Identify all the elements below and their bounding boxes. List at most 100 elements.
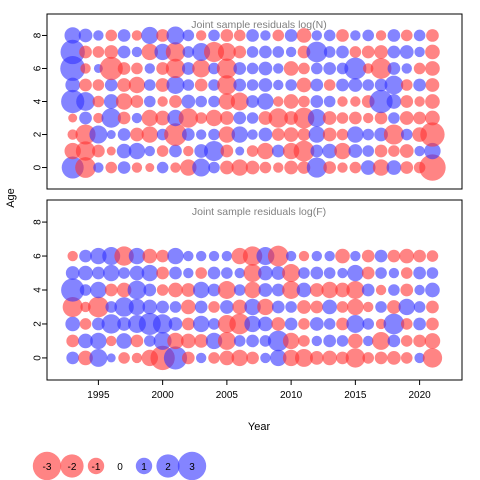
- y-tick-label: 2: [33, 131, 44, 137]
- bubble-point: [75, 141, 96, 161]
- bubble-point: [60, 39, 85, 65]
- bubble-point: [79, 78, 92, 92]
- bubble-point: [131, 162, 143, 173]
- bubble-point: [67, 250, 78, 262]
- bubble-point: [65, 316, 81, 332]
- bubble-point: [117, 128, 131, 141]
- bubble-point: [257, 142, 274, 160]
- bubble-point: [335, 248, 350, 264]
- bubble-point: [131, 46, 143, 58]
- bubble-point: [246, 46, 259, 58]
- bubble-point: [349, 161, 362, 174]
- bubble-point: [296, 77, 312, 93]
- bubble-point: [336, 317, 349, 331]
- bubble-layer: [61, 245, 443, 371]
- bubble-point: [90, 332, 107, 350]
- bubble-point: [117, 45, 131, 59]
- bubble-point: [425, 44, 440, 60]
- bubble-point: [156, 145, 169, 157]
- bubble-point: [336, 78, 349, 92]
- bubble-point: [387, 300, 401, 314]
- bubble-point: [105, 29, 118, 42]
- bubble-point: [156, 161, 169, 174]
- bubble-point: [233, 29, 246, 42]
- bubble-point: [362, 352, 375, 364]
- bubble-point: [374, 78, 388, 92]
- bubble-point: [422, 348, 443, 368]
- bubble-point: [208, 95, 220, 108]
- bubble-point: [216, 58, 237, 79]
- bubble-point: [93, 162, 104, 173]
- bubble-point: [349, 111, 362, 125]
- bubble-point: [231, 159, 248, 176]
- bubble-point: [219, 350, 235, 366]
- legend-bubble: [60, 454, 84, 478]
- bubble-point: [362, 145, 375, 157]
- bubble-point: [130, 95, 144, 108]
- x-axis: 1995 2000 2005 2010 2015 2020: [87, 379, 431, 401]
- panel-title: Joint sample residuals log(N): [191, 19, 326, 31]
- bubble-point: [426, 29, 439, 42]
- bubble-point: [400, 267, 413, 279]
- bubble-point: [282, 349, 300, 367]
- bubble-point: [273, 162, 284, 173]
- bubble-point: [66, 334, 80, 348]
- bubble-point: [399, 248, 415, 264]
- bubble-point: [400, 161, 414, 174]
- bubble-point: [308, 126, 326, 143]
- bubble-point: [192, 281, 210, 299]
- bubble-point: [322, 299, 337, 315]
- bubble-point: [143, 335, 156, 347]
- bubble-point: [166, 26, 185, 45]
- bubble-point: [229, 313, 251, 335]
- bubble-point: [336, 128, 349, 141]
- panel-log-n: Joint sample residuals log(N) 0 2 4 6 8: [33, 13, 463, 190]
- bubble-point: [360, 160, 376, 175]
- bubble-point: [104, 283, 118, 297]
- bubble-point: [246, 351, 259, 365]
- bubble-point: [272, 29, 285, 42]
- bubble-point: [273, 96, 284, 107]
- bubble-point: [310, 300, 324, 314]
- bubble-point: [258, 127, 273, 142]
- bubble-point: [306, 157, 327, 178]
- bubble-point: [336, 351, 349, 365]
- x-tick-label: 2005: [216, 390, 239, 401]
- bubble-point: [182, 46, 195, 58]
- bubble-point: [257, 93, 274, 110]
- bubble-point: [130, 334, 144, 348]
- bubble-layer: [60, 26, 446, 181]
- bubble-point: [181, 94, 196, 109]
- bubble-point: [208, 79, 220, 91]
- bubble-point: [246, 112, 259, 124]
- bubble-point: [347, 126, 364, 143]
- bubble-point: [220, 300, 234, 314]
- bubble-point: [336, 45, 349, 59]
- bubble-point: [93, 112, 104, 124]
- bubble-point: [260, 30, 271, 41]
- bubble-point: [92, 317, 105, 331]
- bubble-point: [232, 299, 248, 315]
- bubble-point: [89, 125, 108, 144]
- bubble-point: [183, 250, 194, 262]
- bubble-point: [297, 128, 311, 141]
- bubble-point: [285, 79, 297, 91]
- bubble-point: [195, 95, 207, 108]
- bubble-point: [116, 333, 132, 349]
- bubble-point: [336, 335, 349, 347]
- bubble-point: [420, 122, 445, 147]
- x-tick-label: 2015: [344, 390, 367, 401]
- bubble-point: [117, 317, 131, 331]
- bubble-point: [78, 333, 93, 349]
- bubble-point: [163, 346, 188, 370]
- bubble-point: [296, 282, 312, 298]
- bubble-point: [76, 92, 95, 111]
- bubble-point: [165, 42, 186, 62]
- bubble-point: [242, 246, 263, 266]
- bubble-point: [195, 30, 207, 41]
- legend-label: 0: [117, 462, 123, 473]
- bubble-point: [67, 129, 78, 140]
- bubble-point: [118, 352, 130, 364]
- bubble-point: [426, 317, 439, 331]
- bubble-point: [298, 62, 310, 75]
